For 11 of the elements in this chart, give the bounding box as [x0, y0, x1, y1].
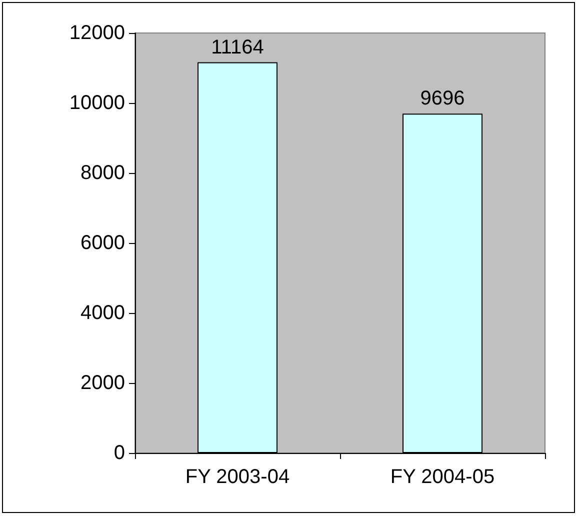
y-tick-label: 12000 — [69, 22, 125, 44]
data-label: 9696 — [420, 88, 465, 110]
data-label: 11164 — [211, 36, 264, 58]
x-tick-label: FY 2003-04 — [185, 466, 290, 488]
x-tick-label: FY 2004-05 — [390, 466, 495, 488]
y-tick-label: 4000 — [80, 302, 125, 324]
y-tick-label: 0 — [114, 442, 125, 464]
y-tick-label: 2000 — [80, 372, 125, 394]
y-tick-label: 8000 — [80, 162, 125, 184]
y-tick-label: 10000 — [69, 92, 125, 114]
y-tick-label: 6000 — [80, 232, 125, 254]
